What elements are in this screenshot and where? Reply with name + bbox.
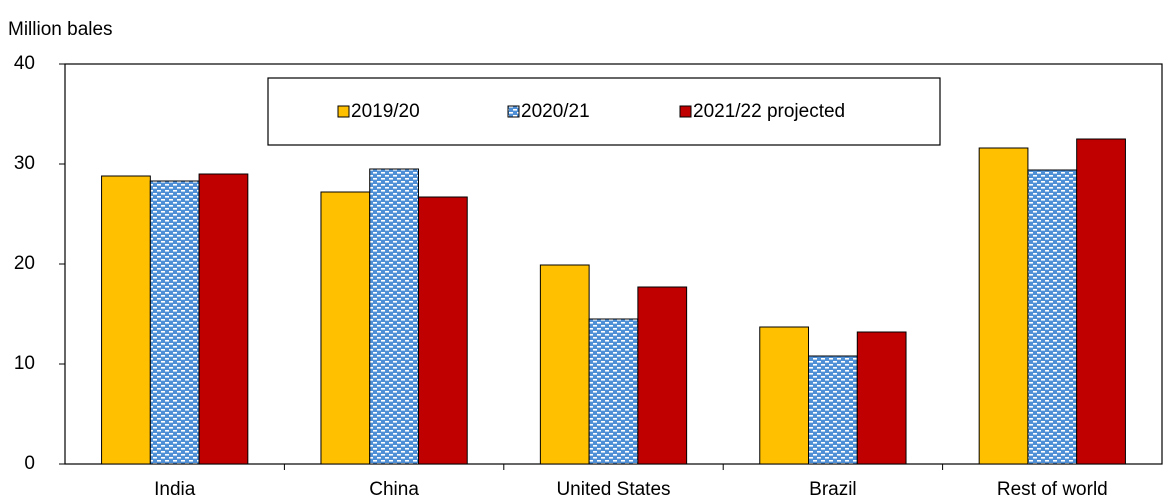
y-tick-label: 40	[14, 53, 35, 74]
legend-swatch	[507, 105, 520, 118]
bar	[539, 264, 590, 465]
legend-label: 2020/21	[521, 101, 590, 122]
bar	[637, 286, 688, 465]
bar	[149, 180, 200, 465]
y-tick-label: 20	[14, 253, 35, 274]
bar	[198, 173, 249, 465]
bar	[808, 355, 858, 465]
legend-label: 2019/20	[351, 101, 420, 122]
x-tick-label: Rest of world	[997, 479, 1108, 500]
bar	[759, 326, 810, 465]
y-tick-label: 0	[24, 453, 35, 474]
x-tick-label: Brazil	[809, 479, 857, 500]
y-axis-label: Million bales	[8, 19, 113, 40]
bar	[1076, 138, 1126, 465]
y-tick-label: 10	[14, 353, 35, 374]
y-tick-label: 30	[14, 153, 35, 174]
bar	[320, 191, 371, 465]
legend-label: 2021/22 projected	[693, 101, 845, 122]
bar	[856, 331, 907, 465]
legend-swatch	[337, 105, 350, 118]
bar	[588, 318, 639, 465]
bar	[369, 168, 419, 465]
bar	[1027, 169, 1078, 465]
bar	[417, 196, 468, 465]
legend-swatch	[679, 105, 692, 118]
bar	[978, 147, 1029, 465]
bar	[101, 175, 151, 465]
x-tick-label: India	[154, 479, 196, 500]
x-tick-label: China	[369, 479, 419, 500]
x-tick-label: United States	[556, 479, 670, 500]
legend-box	[267, 77, 941, 146]
